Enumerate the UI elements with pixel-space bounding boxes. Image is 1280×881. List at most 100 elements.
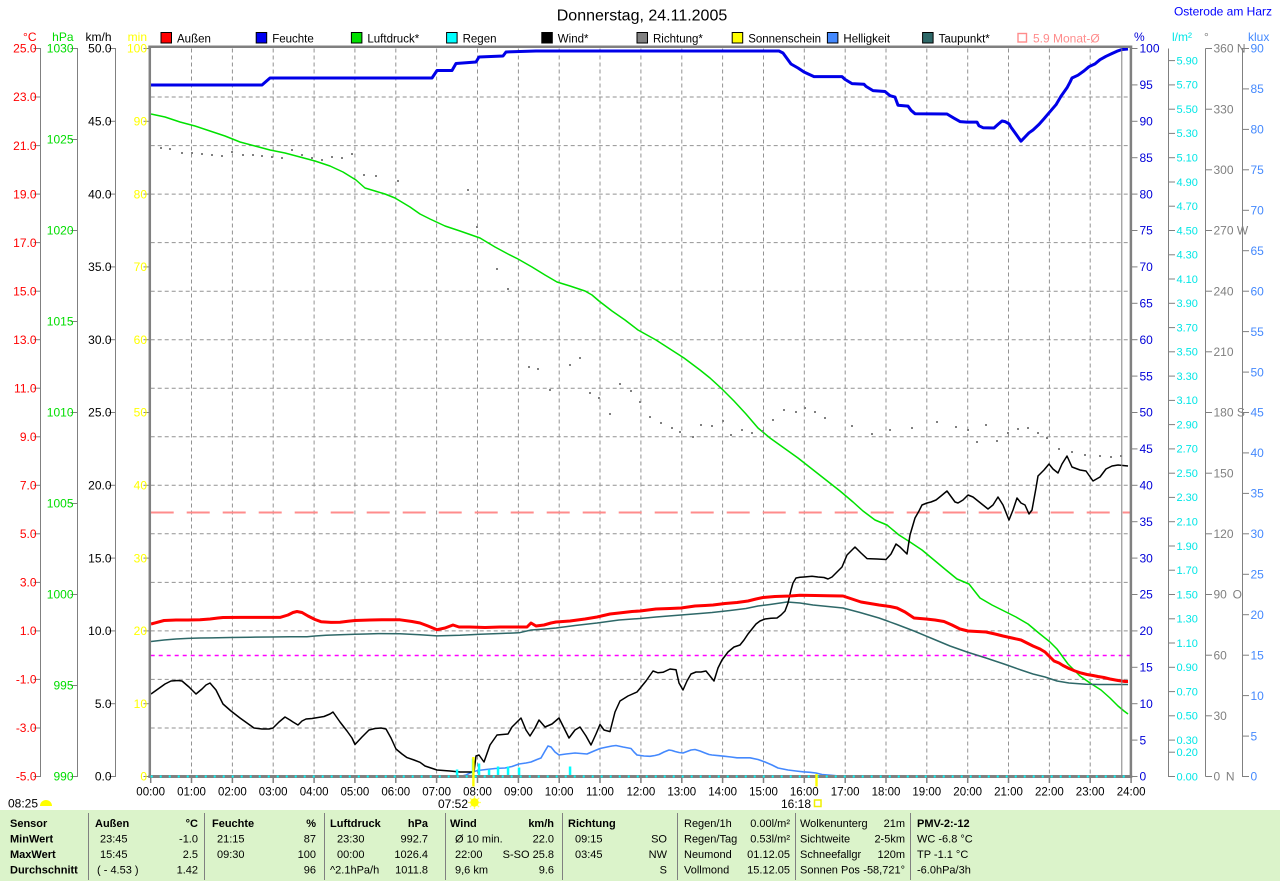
svg-text:Regen/Tag: Regen/Tag <box>684 834 737 846</box>
svg-text:330: 330 <box>1214 102 1234 116</box>
svg-text:22:00: 22:00 <box>455 849 483 861</box>
svg-text:85: 85 <box>1251 82 1265 96</box>
svg-text:50: 50 <box>1140 406 1154 420</box>
svg-text:21.0: 21.0 <box>13 139 37 153</box>
svg-text:Vollmond: Vollmond <box>684 865 729 877</box>
svg-text:80: 80 <box>1140 187 1154 201</box>
svg-text:07:00: 07:00 <box>422 787 451 799</box>
svg-text:17:00: 17:00 <box>831 787 860 799</box>
svg-text:120: 120 <box>1214 527 1234 541</box>
svg-text:70: 70 <box>1251 204 1265 218</box>
svg-text:90: 90 <box>1251 42 1265 56</box>
svg-text:10: 10 <box>1251 689 1265 703</box>
svg-text:23:00: 23:00 <box>1076 787 1105 799</box>
svg-text:85: 85 <box>1140 151 1154 165</box>
svg-text:60: 60 <box>1140 333 1154 347</box>
svg-text:70: 70 <box>1140 260 1154 274</box>
svg-text:5: 5 <box>1140 733 1147 747</box>
svg-text:60: 60 <box>134 333 148 347</box>
svg-text:30.0: 30.0 <box>88 333 112 347</box>
svg-text:180 S: 180 S <box>1214 406 1245 420</box>
svg-text:30: 30 <box>1251 527 1265 541</box>
svg-text:0: 0 <box>140 770 147 784</box>
svg-text:65: 65 <box>1251 244 1265 258</box>
svg-text:0: 0 <box>1251 770 1258 784</box>
svg-text:04:00: 04:00 <box>300 787 329 799</box>
svg-text:5: 5 <box>1251 729 1258 743</box>
svg-text:S-SO 25.8: S-SO 25.8 <box>503 849 554 861</box>
svg-text:0.50: 0.50 <box>1177 711 1198 723</box>
svg-text:Helligkeit: Helligkeit <box>843 34 890 46</box>
svg-text:02:00: 02:00 <box>218 787 247 799</box>
svg-text:MinWert: MinWert <box>10 834 54 846</box>
svg-text:24:00: 24:00 <box>1117 787 1146 799</box>
svg-text:3.10: 3.10 <box>1177 395 1198 407</box>
svg-text:Regen: Regen <box>463 34 497 46</box>
svg-text:4.10: 4.10 <box>1177 274 1198 286</box>
svg-text:23.0: 23.0 <box>13 90 37 104</box>
svg-text:1025: 1025 <box>47 133 74 147</box>
svg-text:Luftdruck*: Luftdruck* <box>367 34 419 46</box>
svg-text:hPa: hPa <box>408 818 429 830</box>
svg-text:20: 20 <box>1251 608 1265 622</box>
svg-text:Osterode am Harz: Osterode am Harz <box>1174 5 1272 19</box>
svg-text:1.10: 1.10 <box>1177 638 1198 650</box>
svg-text:Wind*: Wind* <box>558 34 589 46</box>
svg-text:-1.0: -1.0 <box>16 673 37 687</box>
svg-text:09:30: 09:30 <box>217 849 245 861</box>
svg-text:min: min <box>128 30 147 44</box>
svg-text:23:45: 23:45 <box>100 834 128 846</box>
svg-text:4.30: 4.30 <box>1177 250 1198 262</box>
svg-text:90 O: 90 O <box>1214 588 1242 602</box>
svg-text:2.5: 2.5 <box>183 849 198 861</box>
svg-text:1000: 1000 <box>47 588 74 602</box>
svg-text:14:00: 14:00 <box>708 787 737 799</box>
svg-text:1015: 1015 <box>47 315 74 329</box>
svg-text:Außen: Außen <box>177 34 211 46</box>
svg-text:MaxWert: MaxWert <box>10 849 56 861</box>
svg-text:10:00: 10:00 <box>545 787 574 799</box>
svg-text:16:00: 16:00 <box>790 787 819 799</box>
svg-text:Neumond: Neumond <box>684 849 732 861</box>
svg-text:2-5km: 2-5km <box>874 834 905 846</box>
svg-text:20: 20 <box>134 624 148 638</box>
svg-text:2.50: 2.50 <box>1177 468 1198 480</box>
svg-text:5.10: 5.10 <box>1177 153 1198 165</box>
svg-text:95: 95 <box>1140 78 1154 92</box>
svg-text:S: S <box>660 865 667 877</box>
svg-text:SO: SO <box>651 834 667 846</box>
svg-text:360 N: 360 N <box>1214 42 1246 56</box>
svg-text:90: 90 <box>134 115 148 129</box>
svg-text:15.12.05: 15.12.05 <box>747 865 790 877</box>
svg-text:990: 990 <box>53 770 73 784</box>
svg-text:1.50: 1.50 <box>1177 589 1198 601</box>
svg-text:300: 300 <box>1214 163 1234 177</box>
svg-text:15.0: 15.0 <box>88 551 112 565</box>
svg-text:35.0: 35.0 <box>88 260 112 274</box>
svg-text:11.0: 11.0 <box>14 381 37 395</box>
svg-text:992.7: 992.7 <box>400 834 428 846</box>
svg-text:30: 30 <box>1214 709 1228 723</box>
svg-text:Wind: Wind <box>450 818 477 830</box>
svg-text:PMV-2:-12: PMV-2:-12 <box>917 818 970 830</box>
svg-text:Regen/1h: Regen/1h <box>684 818 732 830</box>
svg-text:2.70: 2.70 <box>1177 444 1198 456</box>
svg-text:995: 995 <box>53 679 73 693</box>
svg-text:45: 45 <box>1140 442 1154 456</box>
svg-text:40: 40 <box>1140 479 1154 493</box>
svg-text:Durchschnitt: Durchschnitt <box>10 865 78 877</box>
svg-text:13.0: 13.0 <box>13 333 37 347</box>
svg-text:40: 40 <box>1251 446 1265 460</box>
svg-text:3.70: 3.70 <box>1177 322 1198 334</box>
svg-text:0.53l/m²: 0.53l/m² <box>750 834 790 846</box>
svg-text:4.90: 4.90 <box>1177 177 1198 189</box>
svg-text:Richtung*: Richtung* <box>653 34 703 46</box>
svg-text:150: 150 <box>1214 466 1234 480</box>
svg-text:4.50: 4.50 <box>1177 225 1198 237</box>
svg-text:NW: NW <box>649 849 668 861</box>
svg-text:4.70: 4.70 <box>1177 201 1198 213</box>
svg-text:90: 90 <box>1140 115 1154 129</box>
svg-text:03:45: 03:45 <box>575 849 603 861</box>
svg-text:55: 55 <box>1140 369 1154 383</box>
svg-text:05:00: 05:00 <box>341 787 370 799</box>
